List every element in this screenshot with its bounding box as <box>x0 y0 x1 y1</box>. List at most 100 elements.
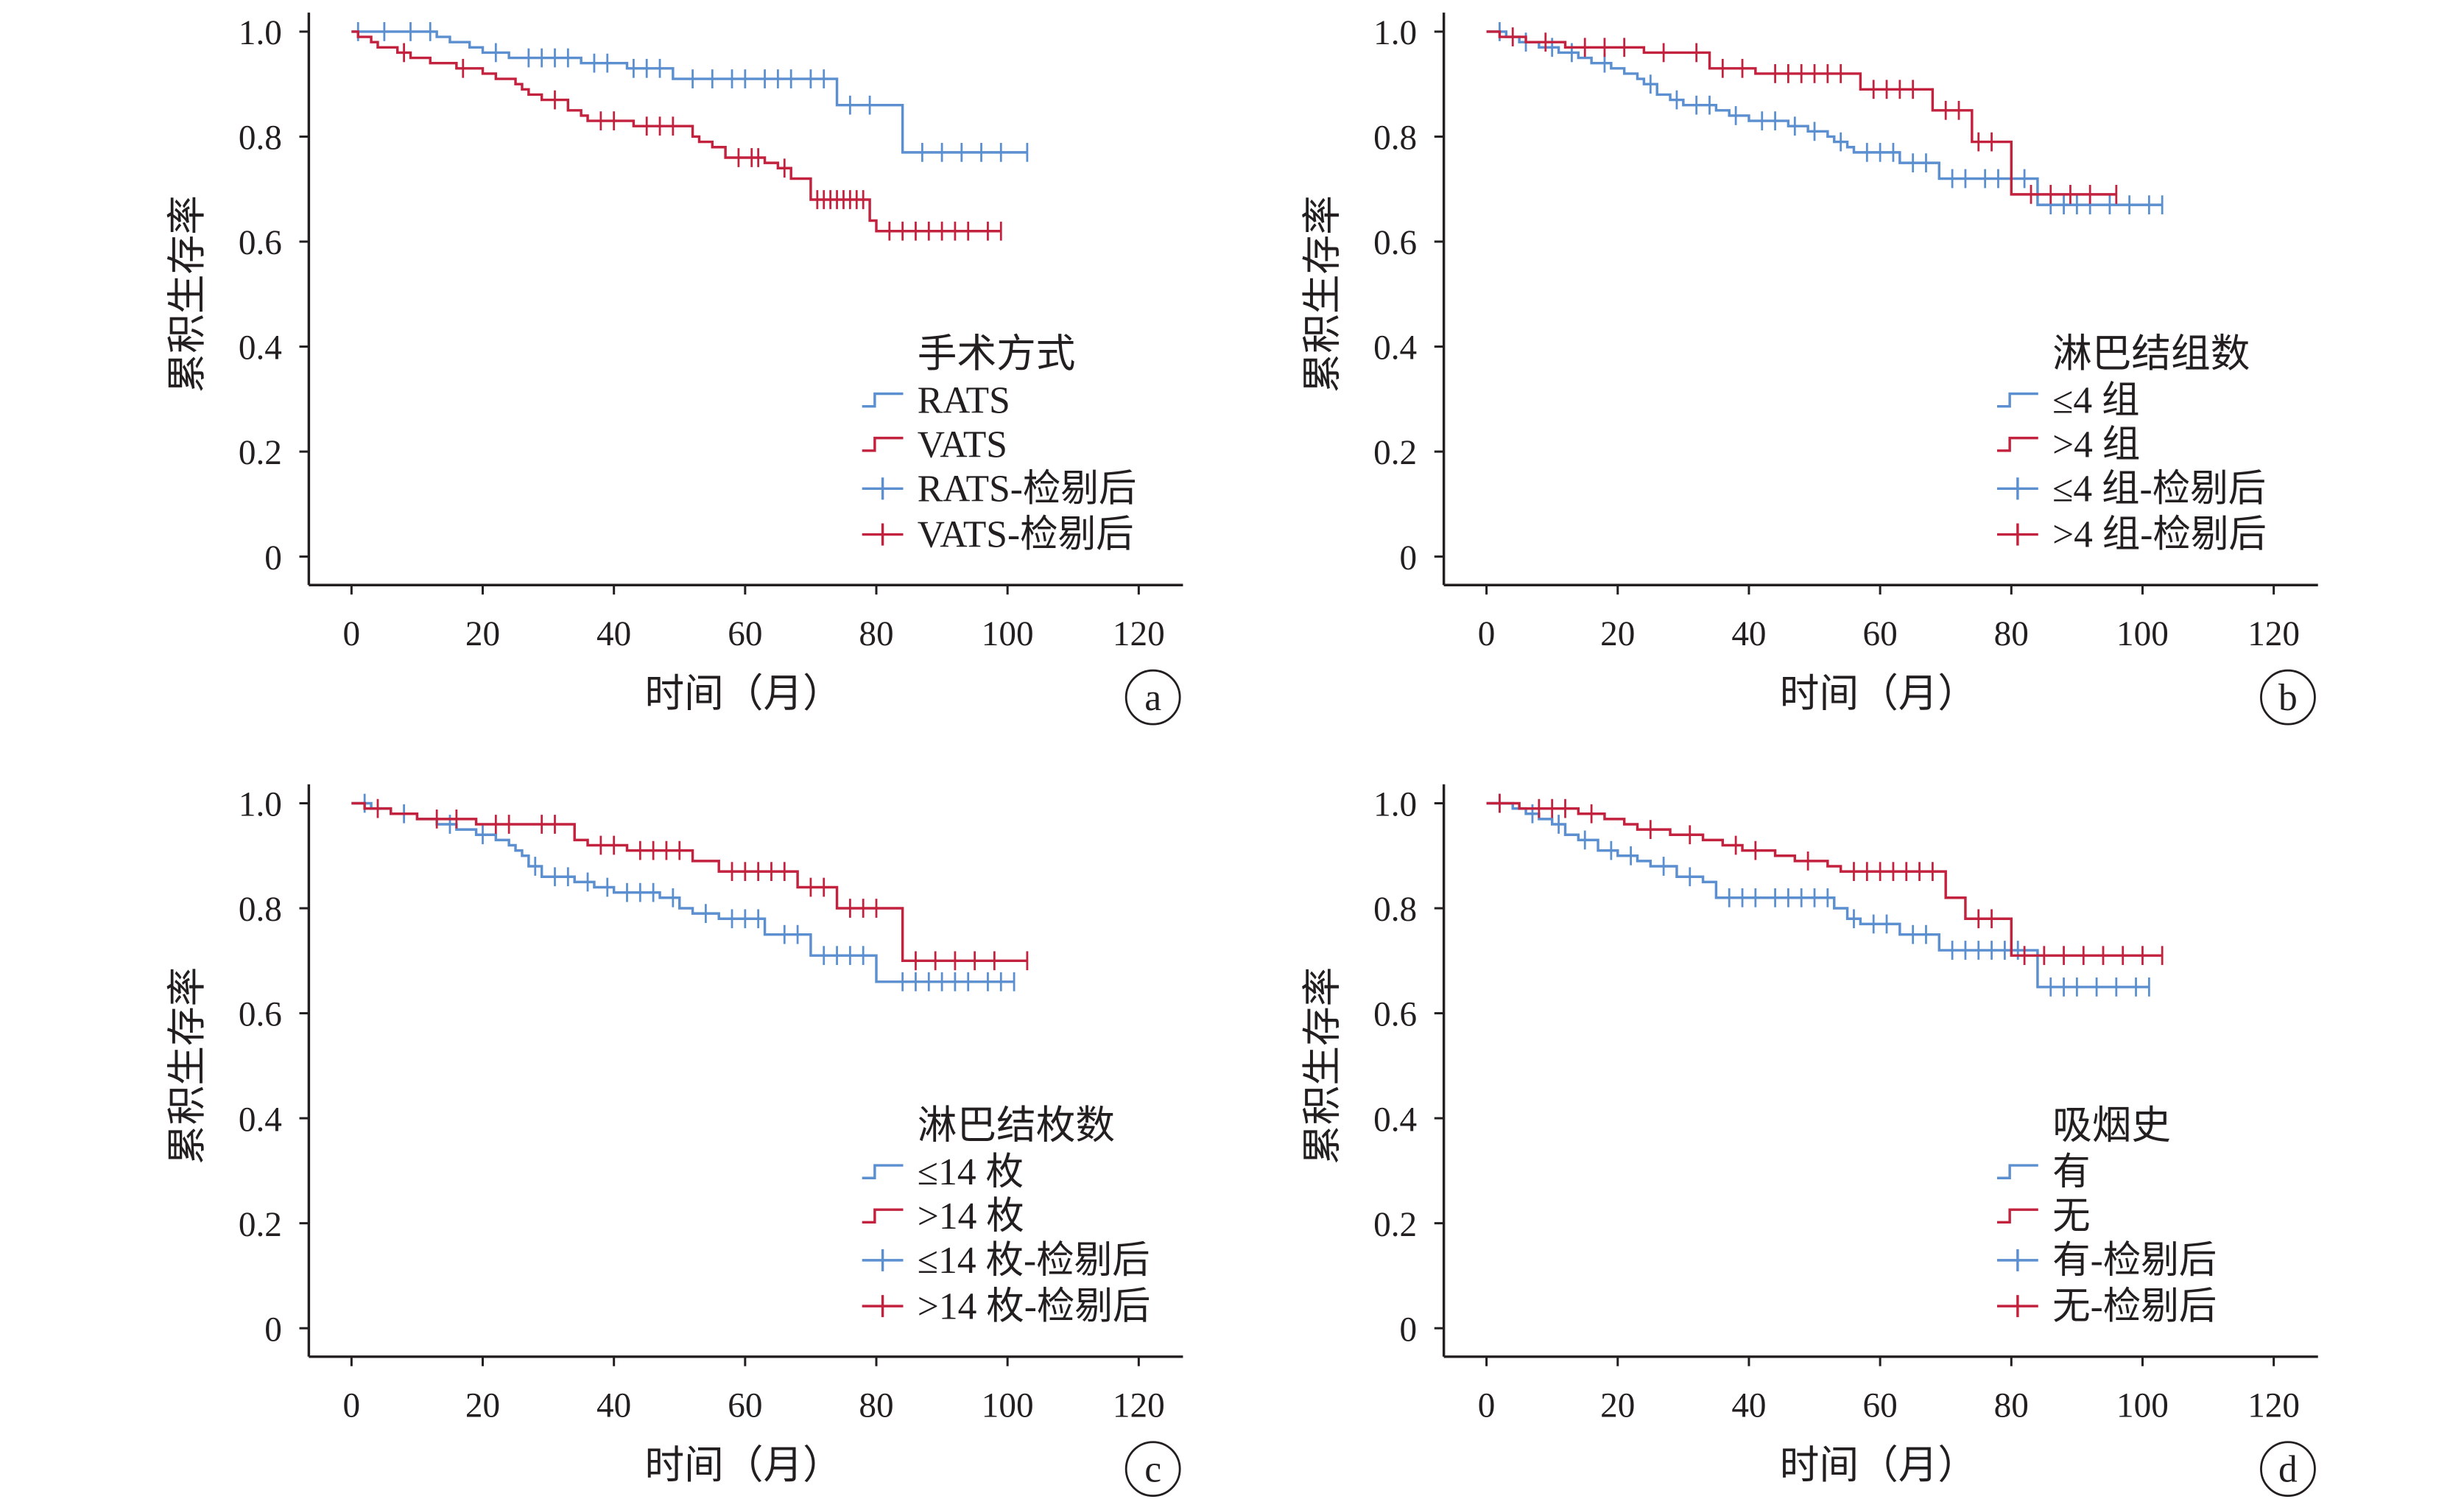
y-tick-label: 1.0 <box>1373 786 1417 824</box>
survival-curve-series-1 <box>351 30 1027 154</box>
legend-censor-symbol <box>1996 1249 2038 1271</box>
x-tick-label: 120 <box>1113 615 1165 653</box>
legend-censor-symbol <box>1996 477 2038 500</box>
panel-c: 累积生存率 0 20 40 60 80 100 120 0 0.2 0.4 0.6 0.8 1.0 时间… <box>165 784 1183 1498</box>
legend: 淋巴结枚数 ≤14 枚 >14 枚 ≤14 枚-检剔后 >14 枚-检剔后 <box>862 1103 1150 1327</box>
x-tick-label: 80 <box>859 1386 893 1425</box>
plot-area <box>351 22 1029 241</box>
x-tick-label: 40 <box>1731 615 1766 653</box>
legend-censor-symbol <box>862 1295 904 1318</box>
legend-entry: 无-检剔后 <box>2052 1285 2217 1327</box>
legend-entry: ≤14 枚 <box>918 1151 1024 1193</box>
y-tick-label: 0.4 <box>1373 1100 1417 1139</box>
x-tick-label: 0 <box>343 615 361 653</box>
y-tick-label: 0.6 <box>239 224 282 262</box>
legend-title: 淋巴结组数 <box>2052 331 2250 376</box>
x-tick-label: 40 <box>1731 1386 1766 1425</box>
legend-entry: ≤4 组 <box>2052 379 2139 421</box>
plot-area <box>1486 793 2164 997</box>
axis-ticks: 0 20 40 60 80 100 120 0 0.2 0.4 0.6 0.8 1.0 <box>1373 786 2300 1425</box>
legend-censor-symbol <box>862 523 904 546</box>
y-tick-label: 0.4 <box>1373 329 1417 368</box>
legend-entry: ≤4 组-检剔后 <box>2052 468 2266 510</box>
plot-area <box>1486 22 2164 214</box>
y-tick-label: 0.4 <box>239 1100 282 1139</box>
panel-label: d <box>2278 1448 2298 1490</box>
legend-entry: ≤14 枚-检剔后 <box>918 1240 1150 1282</box>
panel-label: c <box>1144 1448 1161 1490</box>
y-axis-title: 累积生存率 <box>165 967 209 1165</box>
legend-entry: >14 枚 <box>918 1196 1024 1238</box>
legend-line-symbol <box>1996 1208 2038 1224</box>
x-tick-label: 0 <box>1478 1386 1496 1425</box>
panel-label-circle <box>1124 669 1181 726</box>
legend-censor-symbol <box>1996 1295 2038 1318</box>
x-tick-label: 40 <box>596 615 631 653</box>
axis-ticks: 0 20 40 60 80 100 120 0 0.2 0.4 0.6 0.8 1.0 <box>239 14 1165 653</box>
panel-label: b <box>2278 677 2298 719</box>
panel-label-circle <box>1124 1441 1181 1498</box>
x-tick-label: 20 <box>1600 1386 1635 1425</box>
y-axis-title: 累积生存率 <box>1300 195 1344 393</box>
x-tick-label: 100 <box>2116 1386 2169 1425</box>
y-tick-label: 0.8 <box>239 891 282 929</box>
x-axis-title: 时间（月） <box>1780 1443 1977 1487</box>
legend: 手术方式 RATS VATS RATS-检剔后 VATS-检剔后 <box>862 331 1136 556</box>
legend-line-symbol <box>862 1208 904 1224</box>
legend-entry: >4 组 <box>2052 424 2140 466</box>
panel-label: a <box>1144 677 1161 719</box>
y-axis-title: 累积生存率 <box>165 195 209 393</box>
x-tick-label: 40 <box>596 1386 631 1425</box>
legend-line-symbol <box>862 392 904 408</box>
y-tick-label: 0.8 <box>1373 891 1417 929</box>
legend-line-symbol <box>1996 392 2038 408</box>
legend-line-symbol <box>862 1164 904 1179</box>
x-tick-label: 0 <box>343 1386 361 1425</box>
x-tick-label: 0 <box>1478 615 1496 653</box>
x-axis-title: 时间（月） <box>645 672 842 716</box>
y-tick-label: 0.2 <box>239 434 282 472</box>
y-tick-label: 1.0 <box>1373 14 1417 52</box>
plot-area <box>351 793 1029 991</box>
legend-title: 淋巴结枚数 <box>918 1103 1115 1148</box>
x-axis-title: 时间（月） <box>645 1443 842 1487</box>
legend-title: 吸烟史 <box>2052 1103 2171 1148</box>
panel-label-circle <box>2260 1441 2316 1498</box>
x-tick-label: 20 <box>465 1386 500 1425</box>
x-tick-label: 80 <box>1994 1386 2029 1425</box>
legend-censor-symbol <box>1996 523 2038 546</box>
x-tick-label: 60 <box>728 1386 762 1425</box>
x-axis-title: 时间（月） <box>1780 672 1977 716</box>
legend-title: 手术方式 <box>918 331 1076 376</box>
y-axis-title: 累积生存率 <box>1300 967 1344 1165</box>
legend-entry: RATS <box>918 379 1010 421</box>
x-tick-label: 80 <box>859 615 893 653</box>
y-tick-label: 0.2 <box>1373 1206 1417 1244</box>
legend-line-symbol <box>1996 436 2038 452</box>
panel-d: 累积生存率 0 20 40 60 80 100 120 0 0.2 0.4 0.6 0.8 1.0 时间… <box>1300 784 2318 1498</box>
y-tick-label: 0 <box>264 1310 282 1349</box>
legend-line-symbol <box>862 436 904 452</box>
legend-entry: >4 组-检剔后 <box>2052 514 2267 556</box>
x-tick-label: 20 <box>1600 615 1635 653</box>
x-tick-label: 100 <box>2116 615 2169 653</box>
legend-censor-symbol <box>862 1249 904 1271</box>
legend-entry: 无 <box>2052 1196 2091 1238</box>
legend-entry: 有-检剔后 <box>2052 1240 2217 1282</box>
survival-curve-series-1 <box>1486 801 2150 989</box>
axis-ticks: 0 20 40 60 80 100 120 0 0.2 0.4 0.6 0.8 1.0 <box>1373 14 2300 653</box>
x-tick-label: 20 <box>465 615 500 653</box>
legend-entry: 有 <box>2052 1151 2091 1193</box>
survival-curve-series-2 <box>1486 801 2163 957</box>
legend: 淋巴结组数 ≤4 组 >4 组 ≤4 组-检剔后 >4 组-检剔后 <box>1996 331 2267 556</box>
legend-line-symbol <box>1996 1164 2038 1179</box>
y-tick-label: 0.6 <box>1373 996 1417 1034</box>
y-tick-label: 0.8 <box>1373 119 1417 158</box>
x-tick-label: 120 <box>1113 1386 1165 1425</box>
y-tick-label: 0.2 <box>239 1206 282 1244</box>
survival-curve-series-2 <box>351 30 1002 233</box>
survival-curve-series-2 <box>1486 30 2116 196</box>
x-tick-label: 80 <box>1994 615 2029 653</box>
x-tick-label: 120 <box>2247 615 2300 653</box>
